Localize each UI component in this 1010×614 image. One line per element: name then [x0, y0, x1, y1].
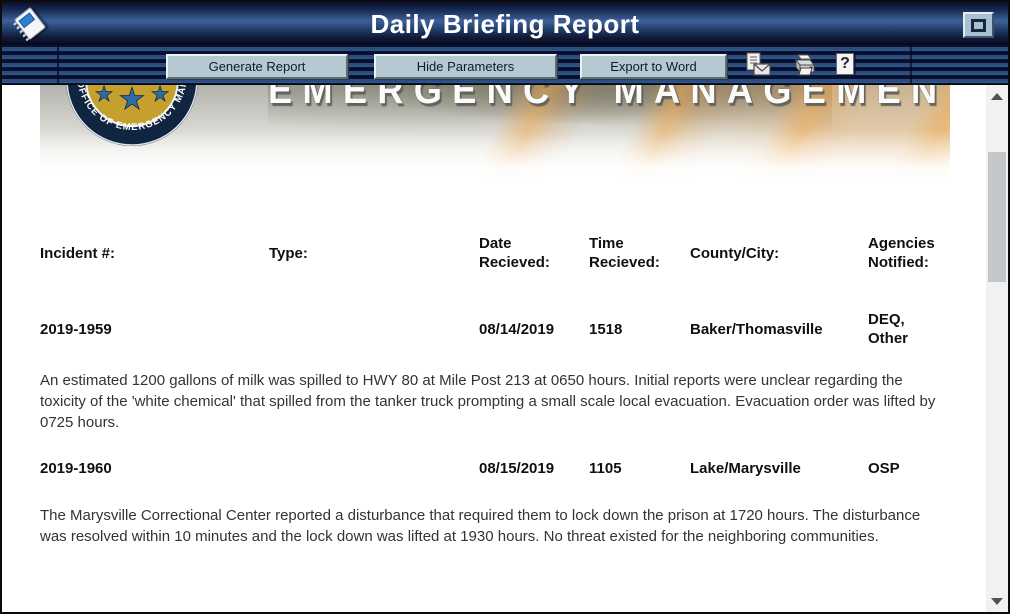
column-header-agencies: Agencies Notified: — [868, 235, 935, 271]
email-report-icon[interactable] — [744, 52, 774, 78]
table-description-row: The Marysville Correctional Center repor… — [40, 505, 950, 547]
star-icon: ★ — [119, 85, 146, 116]
banner-title: EMERGENCY MANAGEMENT — [268, 85, 950, 112]
banner-fade — [40, 130, 950, 180]
report-banner: ★ ★ ★ OFFICE OF EMERGENCY MANAGEMENT EME… — [40, 85, 950, 180]
maximize-button[interactable] — [963, 12, 994, 38]
scroll-down-arrow-icon — [991, 597, 1003, 605]
scroll-down-button[interactable] — [986, 592, 1008, 610]
hide-parameters-button[interactable]: Hide Parameters — [374, 54, 557, 79]
maximize-icon — [971, 18, 986, 32]
scroll-up-arrow-icon — [991, 92, 1003, 100]
star-icon: ★ — [95, 85, 114, 106]
incident-type — [269, 310, 479, 348]
column-header-date-received: Date Recieved: — [479, 235, 550, 271]
incident-table: Incident #: Type: Date Recieved: Time Re… — [40, 234, 950, 547]
window-title: Daily Briefing Report — [370, 9, 640, 39]
incident-time: 1105 — [589, 460, 622, 477]
incident-date: 08/15/2019 — [479, 460, 555, 477]
incident-date: 08/14/2019 — [479, 320, 555, 338]
incident-county-city: Lake/Marysville — [690, 460, 801, 477]
column-header-time-received: Time Recieved: — [589, 235, 660, 271]
table-header-row: Incident #: Type: Date Recieved: Time Re… — [40, 234, 950, 272]
column-header-incident: Incident #: — [40, 244, 116, 262]
toolbar-divider — [910, 45, 912, 84]
generate-report-button[interactable]: Generate Report — [166, 54, 348, 79]
column-header-type: Type: — [269, 244, 308, 262]
incident-time: 1518 — [589, 320, 623, 338]
incident-agencies: OSP — [868, 460, 900, 477]
title-bar: Daily Briefing Report — [2, 2, 1008, 45]
help-page-shape: ? — [836, 53, 854, 75]
incident-number: 2019-1959 — [40, 320, 112, 338]
table-row: 2019-1960 08/15/2019 1105 Lake/Marysvill… — [40, 459, 950, 478]
scrollbar-thumb[interactable] — [988, 152, 1006, 282]
incident-number: 2019-1960 — [40, 460, 112, 477]
incident-type — [269, 459, 479, 478]
help-icon[interactable]: ? — [834, 52, 856, 78]
question-mark-glyph: ? — [840, 55, 850, 72]
toolbar-divider — [57, 45, 59, 84]
export-to-word-button[interactable]: Export to Word — [580, 54, 727, 79]
print-icon[interactable] — [788, 52, 818, 78]
incident-county-city: Baker/Thomasville — [690, 320, 823, 338]
incident-agencies: DEQ, Other — [868, 311, 909, 347]
report-viewport: ★ ★ ★ OFFICE OF EMERGENCY MANAGEMENT EME… — [2, 85, 1008, 612]
star-icon: ★ — [151, 85, 170, 106]
vertical-scrollbar[interactable] — [986, 85, 1008, 612]
incident-description: The Marysville Correctional Center repor… — [40, 507, 921, 545]
column-header-county-city: County/City: — [690, 244, 780, 262]
emergency-management-seal-icon: ★ ★ ★ OFFICE OF EMERGENCY MANAGEMENT — [61, 85, 199, 147]
scroll-up-button[interactable] — [986, 87, 1008, 105]
table-description-row: An estimated 1200 gallons of milk was sp… — [40, 370, 950, 433]
table-row: 2019-1959 08/14/2019 1518 Baker/Thomasvi… — [40, 310, 950, 348]
incident-description: An estimated 1200 gallons of milk was sp… — [40, 372, 936, 431]
toolbar: Generate Report Hide Parameters Export t… — [2, 45, 1008, 85]
